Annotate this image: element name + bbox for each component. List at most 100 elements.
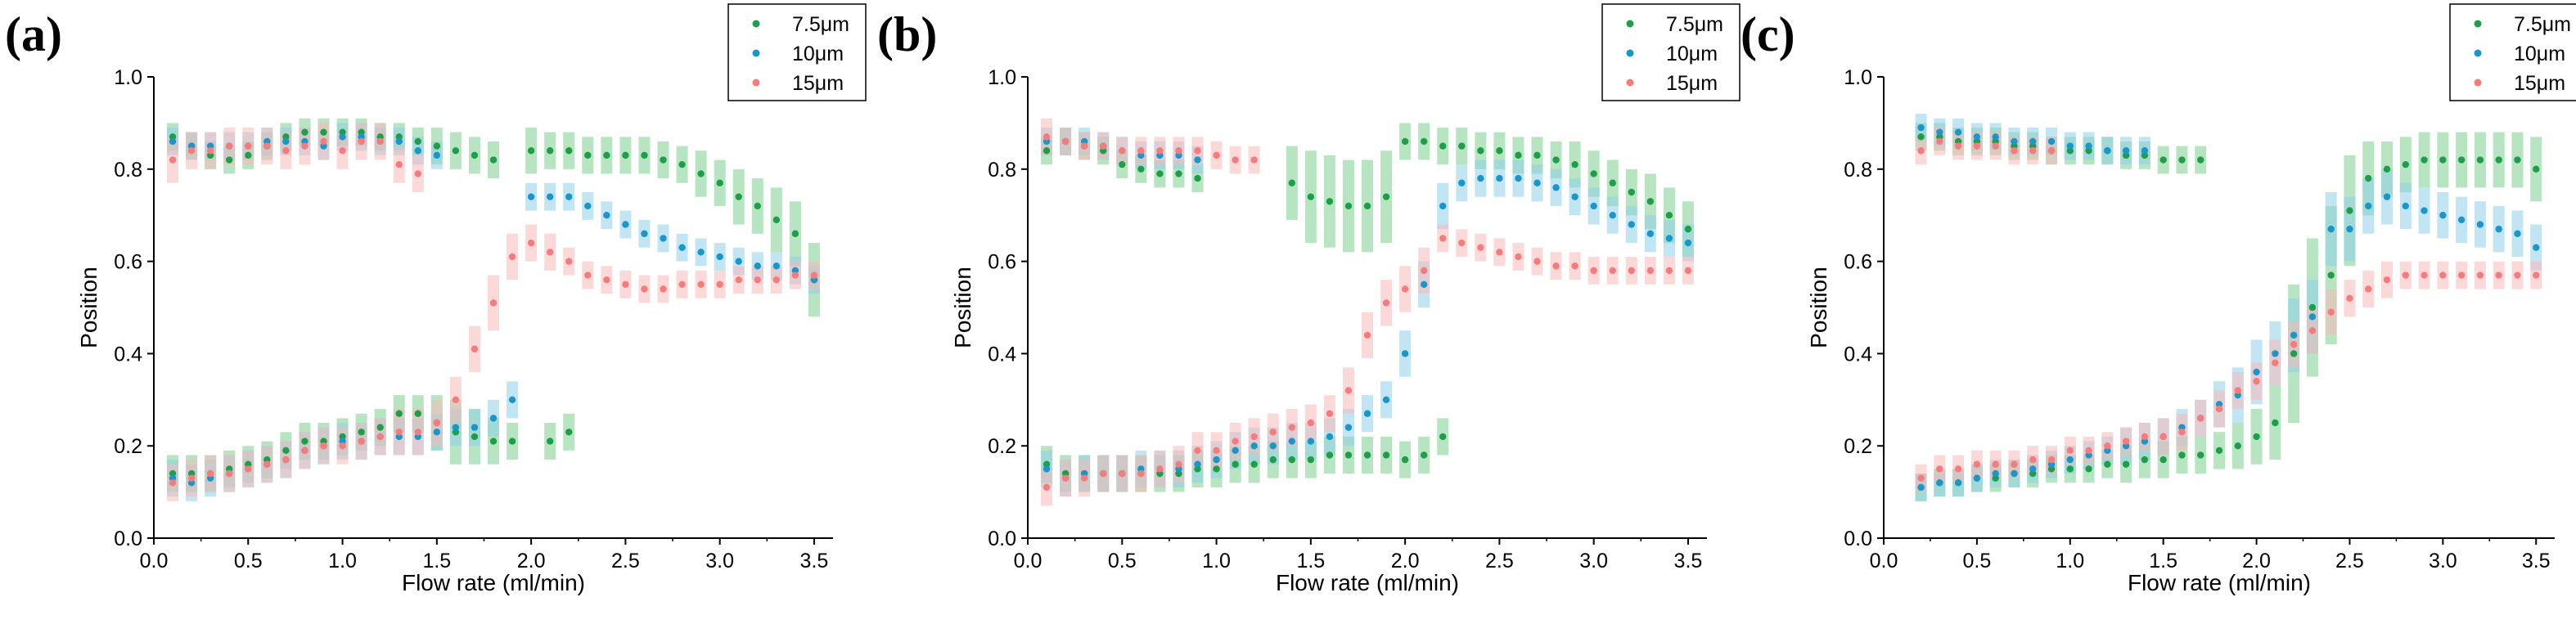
data-point: [2029, 456, 2037, 464]
data-point: [2383, 193, 2391, 200]
data-point: [2085, 447, 2092, 455]
data-point: [1250, 156, 1258, 164]
data-points: [1917, 123, 2540, 492]
data-point: [716, 253, 723, 261]
data-point: [2047, 456, 2056, 464]
data-point: [471, 424, 479, 431]
legend-label: 15μm: [792, 72, 844, 95]
data-point: [1571, 193, 1578, 200]
data-point: [1080, 142, 1088, 150]
data-point: [1100, 469, 1107, 478]
data-point: [1194, 156, 1201, 164]
data-point: [471, 151, 479, 159]
data-point: [2197, 415, 2204, 422]
data-point: [2439, 212, 2447, 219]
data-point: [1973, 460, 1981, 468]
data-point: [1401, 456, 1409, 464]
data-point: [1250, 442, 1258, 450]
data-point: [2253, 378, 2260, 385]
data-point: [1250, 433, 1258, 441]
data-point: [1515, 174, 1522, 182]
data-point: [1043, 483, 1051, 492]
data-point: [226, 469, 233, 478]
y-tick-label: 1.0: [1844, 66, 1872, 89]
data-point: [414, 429, 421, 436]
data-point: [1571, 263, 1578, 270]
data-point: [452, 147, 460, 155]
data-point: [1156, 465, 1164, 473]
data-point: [2327, 272, 2335, 279]
data-point: [2029, 147, 2037, 155]
data-point: [1269, 429, 1277, 436]
data-point: [2178, 451, 2186, 459]
x-tick-label: 3.0: [705, 550, 734, 572]
data-point: [1363, 410, 1371, 417]
legend-label: 7.5μm: [2514, 13, 2571, 36]
data-point: [2215, 447, 2223, 455]
data-point: [1684, 225, 1692, 233]
data-point: [1382, 193, 1390, 200]
data-point: [1288, 179, 1295, 186]
data-point: [1646, 267, 1655, 275]
data-point: [2402, 202, 2409, 210]
data-point: [2197, 451, 2204, 459]
data-point: [2421, 156, 2428, 164]
data-point: [433, 142, 441, 150]
data-point: [2272, 350, 2279, 357]
data-point: [1326, 410, 1334, 417]
data-point: [1194, 147, 1201, 155]
data-point: [1213, 151, 1220, 159]
data-point: [641, 151, 648, 159]
x-tick-label: 0.0: [1870, 550, 1898, 572]
data-point: [1194, 460, 1201, 468]
data-point: [1061, 474, 1070, 482]
legend-label: 15μm: [1666, 72, 1718, 95]
data-point: [2327, 225, 2335, 233]
data-point: [1684, 267, 1692, 275]
error-bands: [1915, 114, 2542, 501]
data-point: [754, 202, 761, 210]
legend: 7.5μm 10μm 15μm: [727, 3, 867, 101]
x-tick-label: 1.5: [1296, 550, 1325, 572]
data-point: [1646, 230, 1655, 237]
data-point: [2234, 442, 2241, 450]
data-point: [2272, 359, 2279, 366]
data-point: [1917, 483, 1925, 492]
data-point: [1288, 438, 1295, 445]
data-point: [772, 216, 781, 224]
data-point: [2290, 350, 2298, 357]
data-point: [1307, 456, 1315, 464]
data-point: [1590, 267, 1597, 275]
data-point: [2215, 405, 2223, 413]
data-point: [2439, 272, 2447, 279]
data-point: [2011, 137, 2018, 146]
data-point: [471, 345, 479, 352]
data-point: [1363, 202, 1371, 210]
data-point: [1100, 142, 1107, 150]
data-point: [660, 285, 667, 293]
data-point: [187, 147, 196, 155]
data-point: [2104, 147, 2111, 155]
y-tick-label: 0.8: [1844, 159, 1872, 182]
data-point: [1609, 267, 1616, 275]
data-points: [1043, 133, 1692, 492]
data-point: [2383, 276, 2391, 284]
x-tick-label: 1.0: [328, 550, 357, 572]
data-point: [2104, 442, 2111, 450]
data-point: [1954, 142, 1962, 150]
data-point: [2402, 272, 2409, 279]
data-point: [1917, 123, 1925, 132]
data-point: [376, 424, 384, 431]
data-point: [1288, 424, 1295, 431]
data-point: [1213, 447, 1220, 455]
data-point: [1954, 465, 1962, 473]
data-point: [1307, 193, 1315, 200]
data-point: [2029, 465, 2037, 473]
data-point: [2122, 147, 2130, 155]
data-point: [433, 429, 441, 436]
data-point: [320, 137, 327, 146]
panel-label: (b): [877, 7, 937, 61]
data-point: [1496, 174, 1503, 182]
legend-marker: [1626, 79, 1634, 87]
data-point: [1043, 147, 1051, 155]
